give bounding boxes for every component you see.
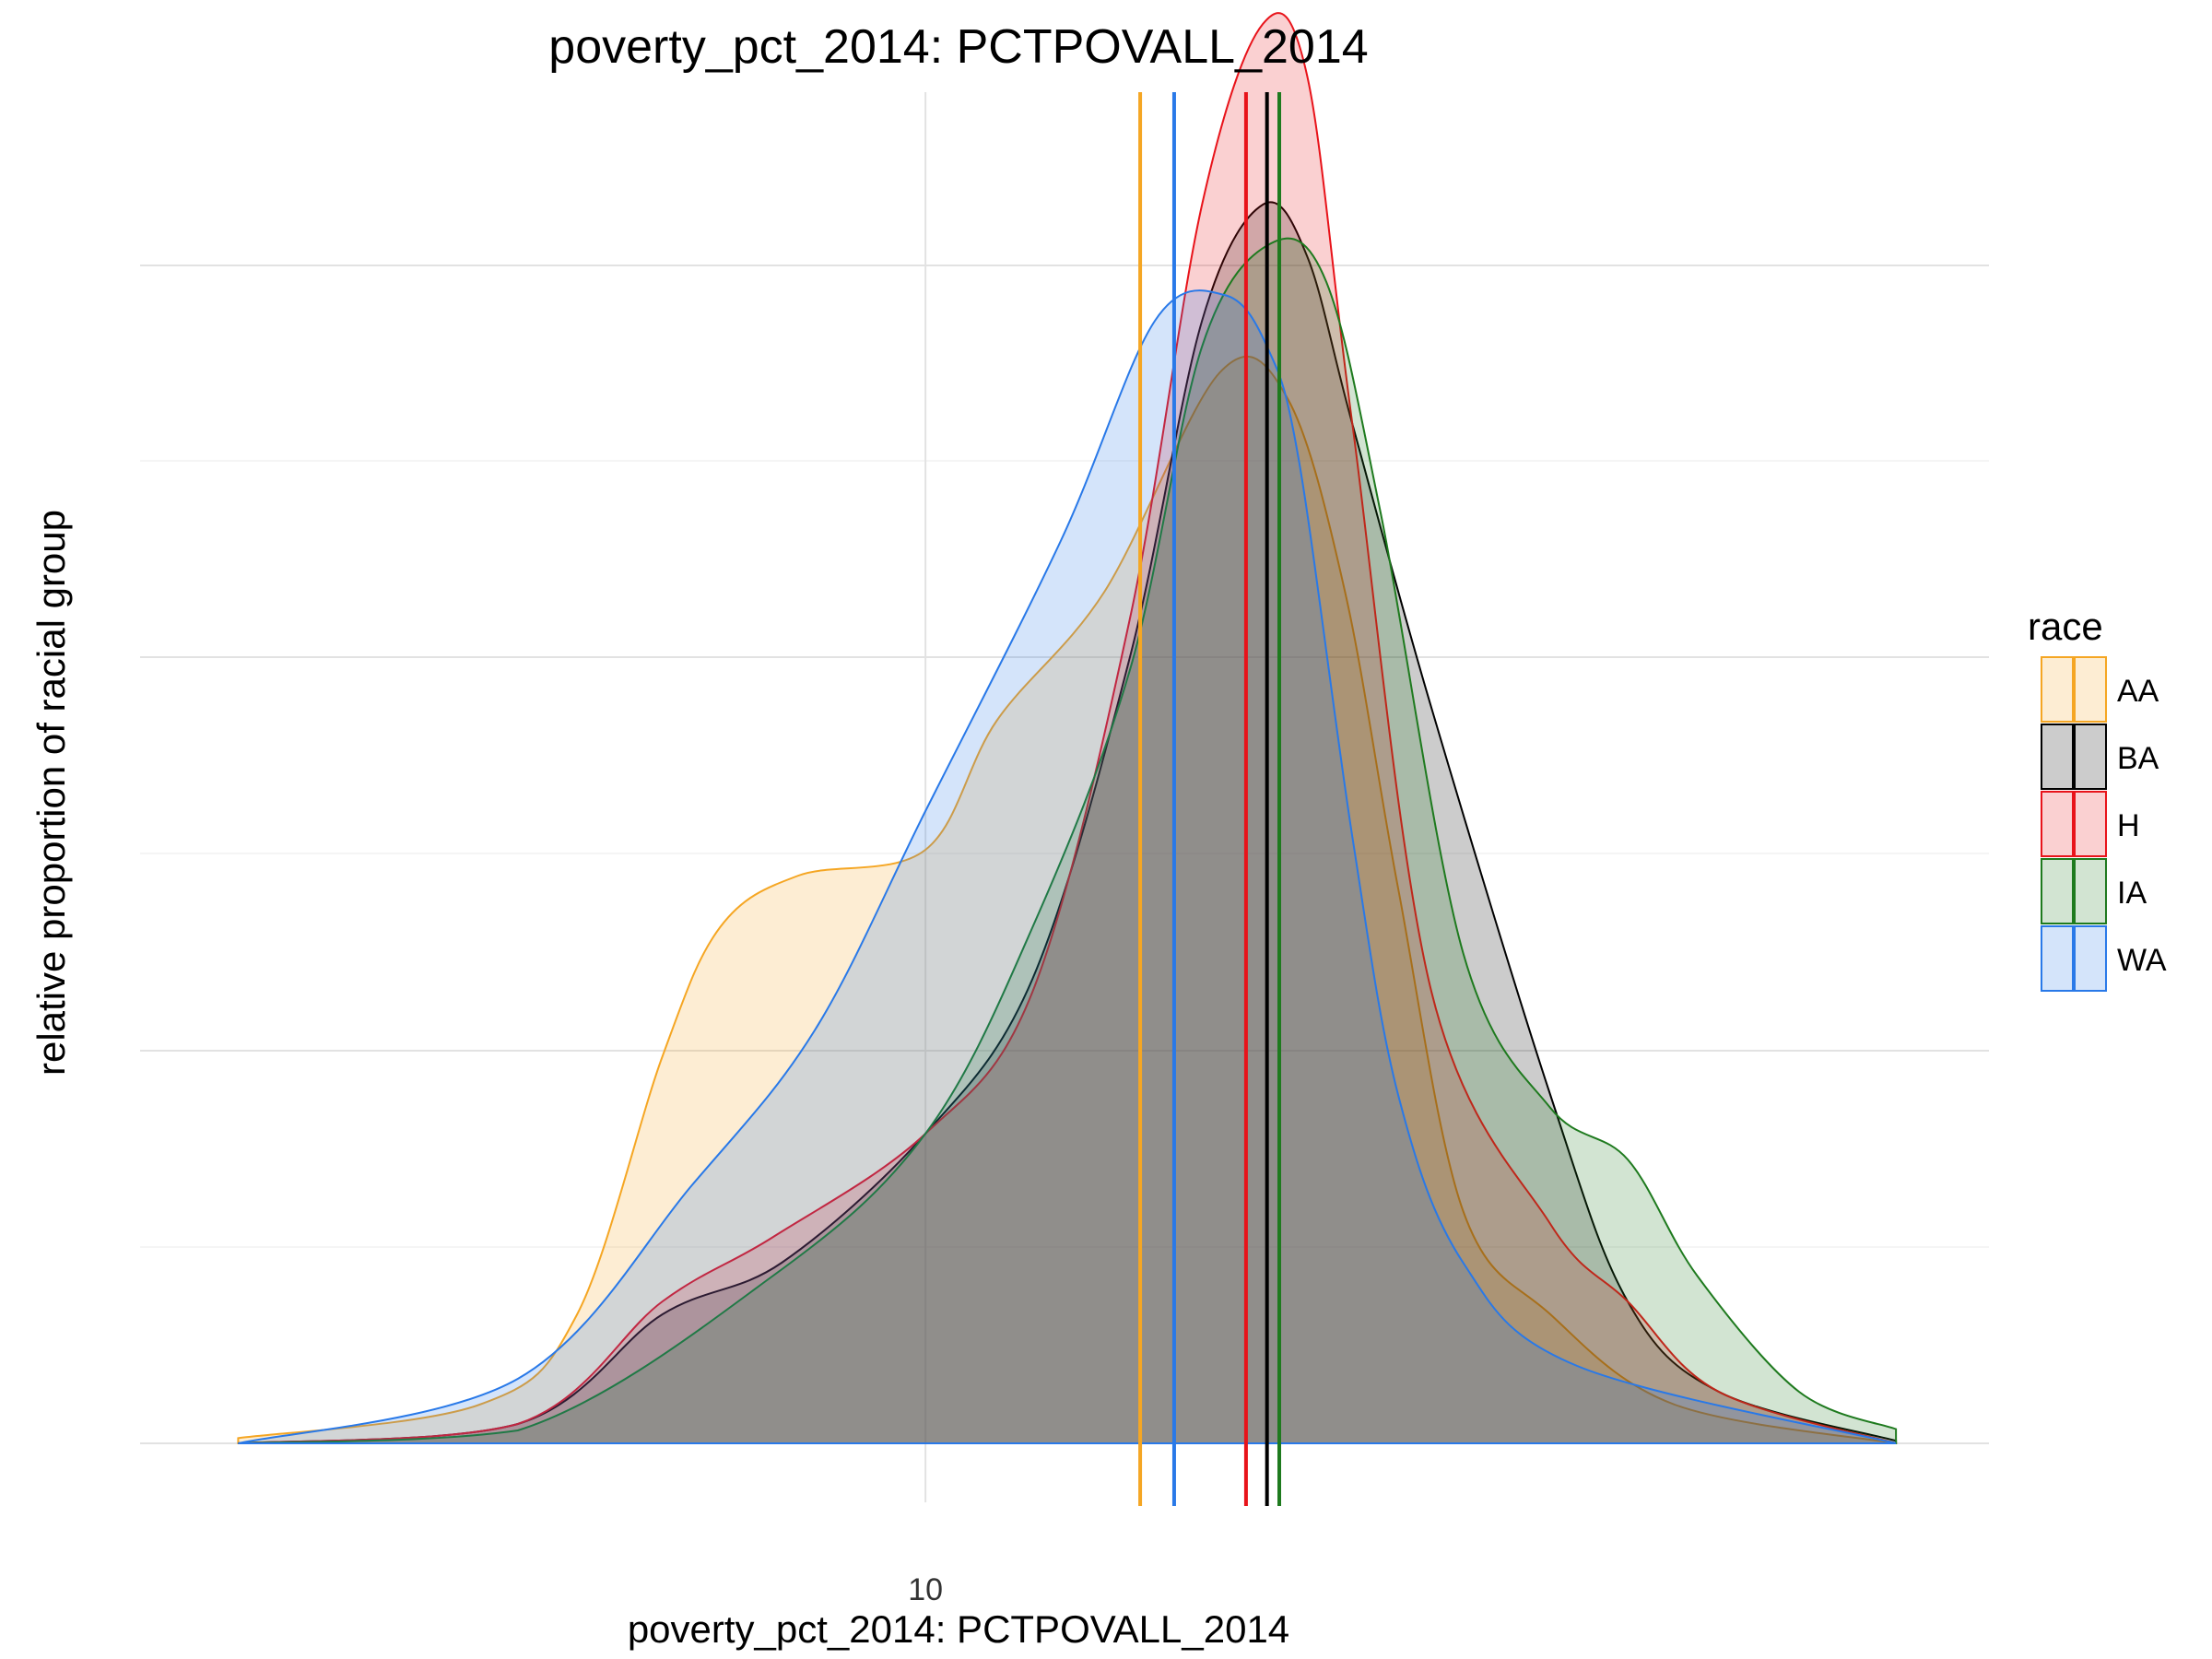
density-area-aa bbox=[237, 355, 1897, 1444]
legend-item-h: H bbox=[2041, 791, 2140, 857]
density-area-h bbox=[238, 12, 1897, 1444]
median-lines bbox=[1138, 92, 1282, 1506]
x-axis-label: poverty_pct_2014: PCTPOVALL_2014 bbox=[628, 1607, 1289, 1651]
legend-label: IA bbox=[2117, 876, 2147, 911]
density-areas bbox=[237, 12, 1898, 1444]
x-tick-label: 10 bbox=[908, 1572, 943, 1607]
density-area-ba bbox=[238, 201, 1898, 1444]
density-area-ia bbox=[238, 237, 1898, 1444]
x-axis-ticks: 10 bbox=[908, 1572, 943, 1607]
chart-title: poverty_pct_2014: PCTPOVALL_2014 bbox=[548, 20, 1368, 74]
y-axis-label: relative proportion of racial group bbox=[29, 510, 73, 1076]
legend-item-ba: BA bbox=[2041, 724, 2159, 790]
legend-item-aa: AA bbox=[2041, 656, 2159, 723]
legend-item-ia: IA bbox=[2041, 858, 2147, 924]
legend-label: WA bbox=[2117, 943, 2167, 978]
legend-label: BA bbox=[2117, 741, 2159, 776]
legend-item-wa: WA bbox=[2041, 925, 2167, 992]
density-area-wa bbox=[238, 289, 1897, 1444]
legend-label: H bbox=[2117, 808, 2140, 843]
legend: race AA BA H IA WA bbox=[2028, 605, 2167, 992]
legend-title: race bbox=[2028, 605, 2103, 648]
legend-label: AA bbox=[2117, 674, 2159, 709]
